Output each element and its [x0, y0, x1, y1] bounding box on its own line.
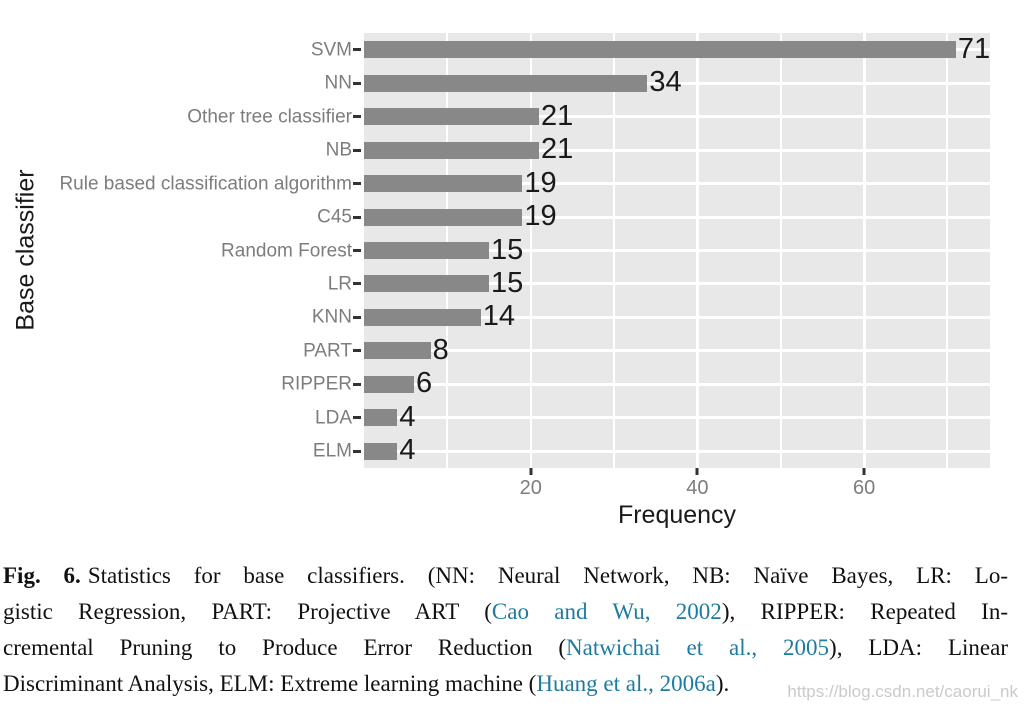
y-tick: [353, 282, 361, 286]
x-axis-title: Frequency: [617, 501, 737, 529]
category-gridline: [364, 416, 990, 420]
y-tick: [353, 182, 361, 186]
category-label: KNN: [311, 306, 352, 328]
category-label: PART: [303, 340, 352, 362]
bar: [364, 208, 523, 226]
y-tick: [353, 449, 361, 453]
category-label: LR: [327, 273, 352, 295]
watermark: https://blog.csdn.net/caorui_nk: [787, 682, 1018, 701]
y-tick: [353, 349, 361, 353]
minor-gridline: [946, 33, 949, 468]
category-gridline: [364, 249, 990, 252]
category-label: Rule based classification algorithm: [59, 173, 352, 195]
y-tick: [353, 115, 361, 119]
x-tick: [695, 468, 699, 475]
bar: [364, 175, 523, 193]
caption-text-4b: ).: [715, 671, 730, 696]
category-label: Other tree classifier: [187, 106, 352, 128]
y-tick: [353, 382, 361, 386]
bar-value-label: 15: [491, 266, 524, 299]
bar-value-label: 71: [957, 33, 990, 65]
x-tick: [529, 468, 533, 475]
bar-value-label: 4: [399, 434, 416, 467]
y-tick: [353, 148, 361, 152]
bar: [364, 275, 490, 293]
caption-text-2b: ), RIPPER: Repeated In-: [721, 599, 1008, 624]
x-tick-label: 20: [519, 477, 542, 499]
bar-value-label: 21: [541, 99, 574, 132]
bar: [364, 41, 956, 59]
y-tick: [353, 416, 361, 420]
category-gridline: [364, 315, 990, 319]
bar: [364, 442, 398, 460]
category-gridline: [364, 349, 990, 353]
y-axis-labels: SVM NN Other tree classifier NB Rule based c…: [0, 0, 352, 545]
major-gridline: [529, 33, 533, 468]
y-tick: [353, 315, 361, 319]
caption-text-3b: ), LDA: Linear: [829, 635, 1008, 660]
category-label: ELM: [312, 440, 352, 462]
category-label: C45: [317, 206, 352, 228]
citation-link-natwichai-2005[interactable]: Natwichai et al., 2005: [566, 635, 830, 660]
caption-line-4: Discriminant Analysis, ELM: Extreme lear…: [3, 666, 1008, 702]
y-tick: [353, 249, 361, 252]
figure-caption: Fig. 6. Statistics for base classifiers. …: [3, 558, 1008, 702]
bar-value-label: 4: [399, 400, 416, 433]
bar-value-label: 19: [524, 199, 557, 232]
citation-link-cao-wu-2002[interactable]: Cao and Wu, 2002: [491, 599, 722, 624]
bar: [364, 409, 398, 427]
category-gridline: [364, 148, 990, 152]
x-tick: [862, 468, 866, 475]
caption-line-3: cremental Pruning to Produce Error Reduc…: [3, 630, 1008, 666]
x-tick-label: 60: [853, 477, 876, 499]
y-tick: [353, 48, 361, 52]
bar-value-label: 15: [491, 233, 524, 266]
category-gridline: [364, 215, 990, 219]
category-label: Random Forest: [221, 240, 352, 261]
caption-text-2a: gistic Regression, PART: Projective ART …: [3, 599, 492, 624]
bar-value-label: 34: [649, 66, 682, 99]
bar-value-label: 19: [524, 166, 557, 199]
major-gridline: [696, 33, 699, 468]
caption-fig-label: Fig. 6.: [3, 563, 81, 588]
bar-value-label: 8: [432, 333, 449, 366]
bar-chart: Base classifier SVM NN Other tree classifi…: [0, 0, 990, 545]
caption-line-1: Fig. 6. Statistics for base classifiers. …: [3, 558, 1008, 594]
category-label: NN: [324, 72, 352, 94]
bar: [364, 74, 648, 92]
category-label: RIPPER: [281, 373, 352, 395]
category-gridline: [364, 81, 990, 85]
bar: [364, 242, 490, 259]
x-tick-label: 40: [686, 477, 709, 499]
category-gridline: [364, 449, 990, 453]
category-label: SVM: [310, 39, 352, 61]
category-label: NB: [325, 139, 352, 161]
y-tick: [353, 215, 361, 219]
caption-text-1: Statistics for base classifiers. (NN: Ne…: [87, 563, 1008, 588]
caption-text-4a: Discriminant Analysis, ELM: Extreme lear…: [3, 671, 537, 696]
caption-line-2: gistic Regression, PART: Projective ART …: [3, 594, 1008, 630]
bar-value-label: 6: [416, 367, 433, 400]
bar: [364, 141, 540, 159]
bar-value-label: 14: [482, 300, 515, 333]
plot-panel: 71 34 21 21 19 19 15 15 14 8 6 4 4: [364, 33, 990, 468]
y-tick: [353, 81, 361, 85]
bar: [364, 342, 431, 360]
category-label: LDA: [315, 407, 352, 429]
major-gridline: [863, 33, 866, 468]
caption-text-3a: cremental Pruning to Produce Error Reduc…: [3, 635, 567, 660]
minor-gridline: [613, 33, 616, 468]
minor-gridline: [779, 33, 782, 468]
bar: [364, 308, 481, 326]
citation-link-huang-2006a[interactable]: Huang et al., 2006a: [536, 671, 716, 696]
category-gridline: [364, 182, 990, 186]
category-gridline: [364, 282, 990, 286]
category-gridline: [364, 382, 990, 386]
bar-value-label: 21: [541, 133, 574, 166]
category-gridline: [364, 115, 990, 119]
bar: [364, 108, 540, 126]
x-axis: 20 40 60: [364, 468, 990, 528]
bar: [364, 375, 414, 393]
